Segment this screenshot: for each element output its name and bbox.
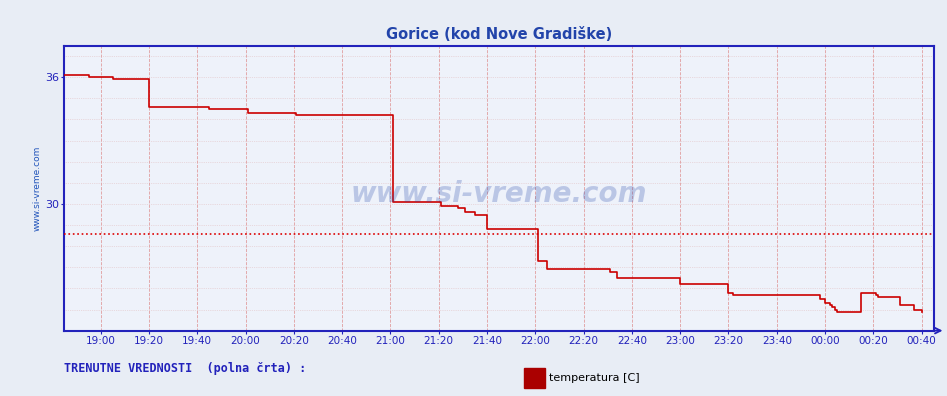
Title: Gorice (kod Nove Gradiške): Gorice (kod Nove Gradiške) xyxy=(386,27,612,42)
Y-axis label: www.si-vreme.com: www.si-vreme.com xyxy=(33,145,42,231)
Text: TRENUTNE VREDNOSTI  (polna črta) :: TRENUTNE VREDNOSTI (polna črta) : xyxy=(64,362,307,375)
Text: temperatura [C]: temperatura [C] xyxy=(549,373,640,383)
Text: www.si-vreme.com: www.si-vreme.com xyxy=(350,180,648,208)
